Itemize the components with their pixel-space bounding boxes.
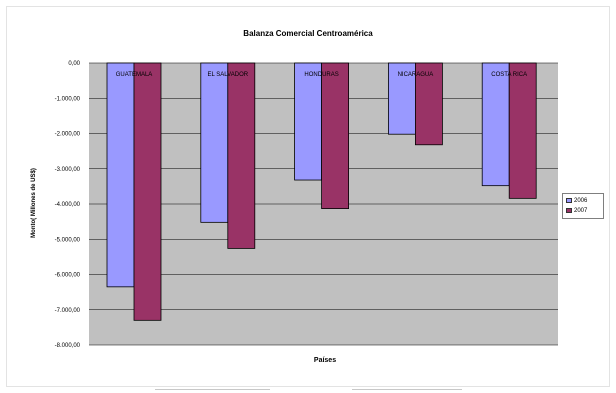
chart-title: Balanza Comercial Centroamérica xyxy=(243,29,373,38)
category-label: GUATEMALA xyxy=(116,72,153,78)
y-tick-label: -7.000,00 xyxy=(55,308,81,314)
bar-2007-4 xyxy=(508,62,537,199)
legend-entry-2007: 2007 xyxy=(566,207,587,216)
y-tick-label: -8.000,00 xyxy=(55,343,81,349)
bar-2006-0 xyxy=(106,62,135,288)
bar-2007-1 xyxy=(227,62,256,249)
category-label: HONDURAS xyxy=(304,72,338,78)
y-tick-label: -1.000,00 xyxy=(55,96,81,102)
y-tick-label: -5.000,00 xyxy=(55,237,81,243)
bar-2007-3 xyxy=(414,62,443,146)
category-label: COSTA RICA xyxy=(491,72,527,78)
bars xyxy=(106,62,537,321)
bar-2007-0 xyxy=(133,62,162,321)
bar-2007-2 xyxy=(321,62,350,209)
y-tick-label: 0,00 xyxy=(68,61,80,67)
legend-label-2007: 2007 xyxy=(574,208,588,214)
legend-label-2006: 2006 xyxy=(574,198,588,204)
bar-2006-4 xyxy=(481,62,510,187)
y-tick-label: -3.000,00 xyxy=(55,167,81,173)
x-axis-label: Países xyxy=(313,357,337,364)
bar-2006-3 xyxy=(387,62,416,135)
bar-2006-1 xyxy=(200,62,229,223)
y-tick-label: -6.000,00 xyxy=(55,273,81,279)
bottom-divider-left xyxy=(155,389,270,390)
legend: 2006 2007 xyxy=(562,193,604,219)
category-label: NICARAGUA xyxy=(398,72,434,78)
legend-swatch-2006 xyxy=(566,197,572,203)
bar-2006-2 xyxy=(294,62,323,181)
category-label: EL SALVADOR xyxy=(208,72,249,78)
legend-swatch-2007 xyxy=(566,207,572,213)
y-tick-label: -2.000,00 xyxy=(55,132,81,138)
y-tick-labels: 0,00 -1.000,00 -2.000,00 -3.000,00 -4.000,00… xyxy=(55,61,81,349)
bottom-divider-right xyxy=(352,389,462,390)
y-axis-label: Monto( Millones de US$) xyxy=(31,168,37,238)
category-labels: GUATEMALA EL SALVADOR HONDURAS NICARAGUA COS… xyxy=(116,72,527,78)
y-tick-label: -4.000,00 xyxy=(55,202,81,208)
legend-entry-2006: 2006 xyxy=(566,197,587,206)
